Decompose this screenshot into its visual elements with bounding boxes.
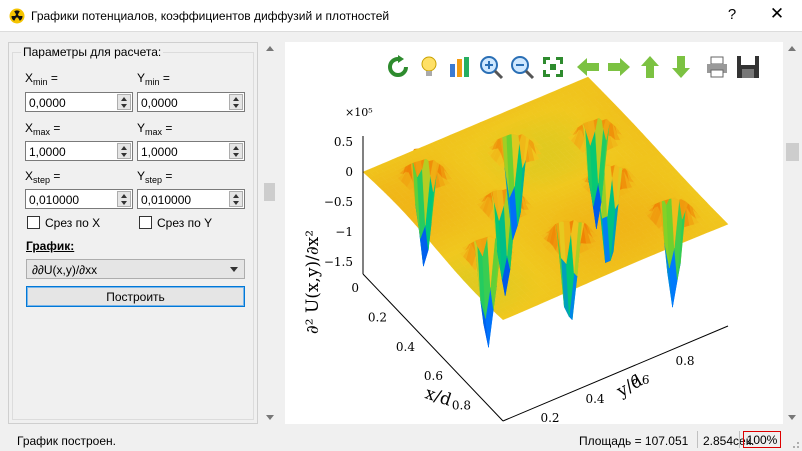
chevron-down-icon xyxy=(230,267,238,272)
graph-label: График: xyxy=(26,239,75,253)
slice-y-checkbox[interactable] xyxy=(139,216,152,229)
close-button[interactable]: ✕ xyxy=(769,4,785,23)
status-message: График построен. xyxy=(17,434,116,448)
fit-icon[interactable] xyxy=(540,54,566,80)
xmax-spinbox[interactable]: 1,0000 xyxy=(25,141,133,161)
area-readout: Площадь = 107.051 xyxy=(579,434,689,448)
scroll-up-icon xyxy=(788,46,796,51)
xmin-label: Xmin = xyxy=(25,71,58,87)
zoom-out-icon[interactable] xyxy=(509,54,535,80)
z-tick-label: 0.5 xyxy=(334,135,353,149)
ystep-label: Ystep = xyxy=(137,169,173,185)
spin-buttons[interactable] xyxy=(229,94,243,110)
zoom-badge: 100% xyxy=(743,431,781,448)
spin-buttons[interactable] xyxy=(229,143,243,159)
title-bar: Графики потенциалов, коэффициентов диффу… xyxy=(0,0,802,32)
zoom-in-icon[interactable] xyxy=(478,54,504,80)
save-icon[interactable] xyxy=(735,54,761,80)
x-tick-label: 0.8 xyxy=(452,399,471,413)
window-title: Графики потенциалов, коэффициентов диффу… xyxy=(31,9,390,23)
z-tick-label: 0 xyxy=(345,165,353,179)
y-tick-label: 0.6 xyxy=(630,373,649,387)
right-scrollbar[interactable] xyxy=(783,42,802,424)
print-icon[interactable] xyxy=(704,54,730,80)
arrow-right-icon[interactable] xyxy=(606,54,632,80)
y-tick-label: 0.4 xyxy=(585,392,604,406)
x-tick-label: 0.6 xyxy=(424,369,443,383)
status-bar: График построен. Площадь = 107.051 2.854… xyxy=(0,429,802,451)
slice-x-label: Срез по X xyxy=(45,216,101,230)
arrow-left-icon[interactable] xyxy=(575,54,601,80)
parameters-group: Параметры для расчета: Xmin = Ymin = 0,0… xyxy=(12,45,254,420)
graph-select[interactable]: ∂∂U(x,y)/∂xx xyxy=(26,259,245,279)
xstep-label: Xstep = xyxy=(25,169,61,185)
spin-buttons[interactable] xyxy=(117,143,131,159)
plot-panel: ×10⁵ 0.50−0.5−1−1.5 00.20.40.60.8 00.20.… xyxy=(285,42,783,424)
refresh-icon[interactable] xyxy=(385,54,411,80)
y-tick-label: 0.8 xyxy=(675,354,694,368)
bar-chart-icon[interactable] xyxy=(447,54,473,80)
ymax-label: Ymax = xyxy=(137,121,173,137)
parameters-panel: Параметры для расчета: Xmin = Ymin = 0,0… xyxy=(8,42,258,424)
resize-grip-icon[interactable] xyxy=(790,439,800,449)
x-axis-label: x/d xyxy=(423,383,454,410)
arrow-up-icon[interactable] xyxy=(637,54,663,80)
spin-buttons[interactable] xyxy=(117,191,131,207)
z-tick-label: −1.5 xyxy=(324,255,353,269)
slice-y-label: Срез по Y xyxy=(157,216,213,230)
radiation-icon xyxy=(9,8,25,24)
ymax-spinbox[interactable]: 1,0000 xyxy=(137,141,245,161)
scroll-up-icon xyxy=(266,46,274,51)
group-title: Параметры для расчета: xyxy=(21,45,164,59)
x-tick-label: 0.2 xyxy=(368,310,387,324)
time-readout: 2.854сек. xyxy=(703,434,755,448)
ymin-spinbox[interactable]: 0,0000 xyxy=(137,92,245,112)
z-axis-label: ∂² U(x,y)/∂x² xyxy=(303,230,323,334)
help-button[interactable]: ? xyxy=(727,6,737,23)
xmax-label: Xmax = xyxy=(25,121,61,137)
build-button[interactable]: Построить xyxy=(26,286,245,307)
z-multiplier: ×10⁵ xyxy=(345,106,373,119)
ystep-spinbox[interactable]: 0,010000 xyxy=(137,189,245,209)
y-tick-label: 0.2 xyxy=(540,411,559,424)
z-tick-label: −1 xyxy=(335,225,353,239)
ymin-label: Ymin = xyxy=(137,71,170,87)
xstep-spinbox[interactable]: 0,010000 xyxy=(25,189,133,209)
left-scrollbar[interactable] xyxy=(263,42,276,424)
scroll-down-icon xyxy=(788,415,796,420)
x-tick-label: 0.4 xyxy=(396,340,415,354)
bulb-icon[interactable] xyxy=(416,54,442,80)
scroll-down-icon xyxy=(266,415,274,420)
scroll-thumb[interactable] xyxy=(786,143,799,161)
arrow-down-icon[interactable] xyxy=(668,54,694,80)
xmin-spinbox[interactable]: 0,0000 xyxy=(25,92,133,112)
surface-plot[interactable]: ×10⁵ 0.50−0.5−1−1.5 00.20.40.60.8 00.20.… xyxy=(285,42,783,424)
slice-x-checkbox[interactable] xyxy=(27,216,40,229)
z-tick-label: −0.5 xyxy=(324,195,353,209)
x-tick-label: 0 xyxy=(351,281,359,295)
spin-buttons[interactable] xyxy=(117,94,131,110)
spin-buttons[interactable] xyxy=(229,191,243,207)
status-divider xyxy=(697,431,698,448)
scroll-thumb[interactable] xyxy=(264,183,275,201)
status-divider xyxy=(739,431,740,448)
